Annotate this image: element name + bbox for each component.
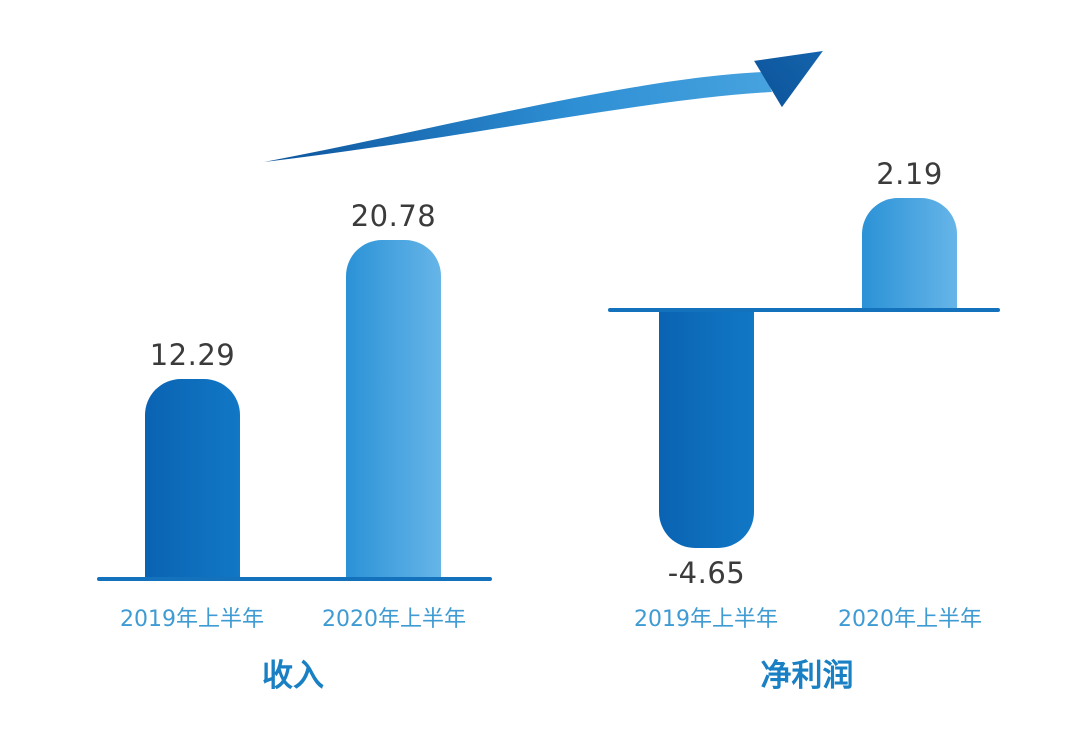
- chart-title-revenue: 收入: [262, 658, 324, 694]
- category-label: 2019年上半年: [120, 607, 264, 632]
- growth-arrow-icon: [264, 51, 823, 162]
- axis-baseline-revenue: [97, 577, 492, 581]
- bar-value-label: 2.19: [876, 157, 943, 191]
- category-label: 2019年上半年: [634, 607, 778, 632]
- bar-value-label: 12.29: [149, 338, 236, 372]
- bar-value-label: -4.65: [667, 556, 746, 590]
- category-label: 2020年上半年: [838, 607, 982, 632]
- bar-revenue-2020: [346, 240, 441, 580]
- bar-netprofit-2020: [862, 198, 957, 311]
- bar-value-label: 20.78: [350, 199, 437, 233]
- axis-baseline-netprofit: [608, 308, 1000, 312]
- category-label: 2020年上半年: [322, 607, 466, 632]
- chart-title-netprofit: 净利润: [760, 658, 854, 694]
- bar-revenue-2019: [145, 379, 240, 580]
- bar-netprofit-2019: [659, 309, 754, 548]
- arrow-head: [754, 51, 823, 108]
- arrow-shaft: [264, 72, 772, 162]
